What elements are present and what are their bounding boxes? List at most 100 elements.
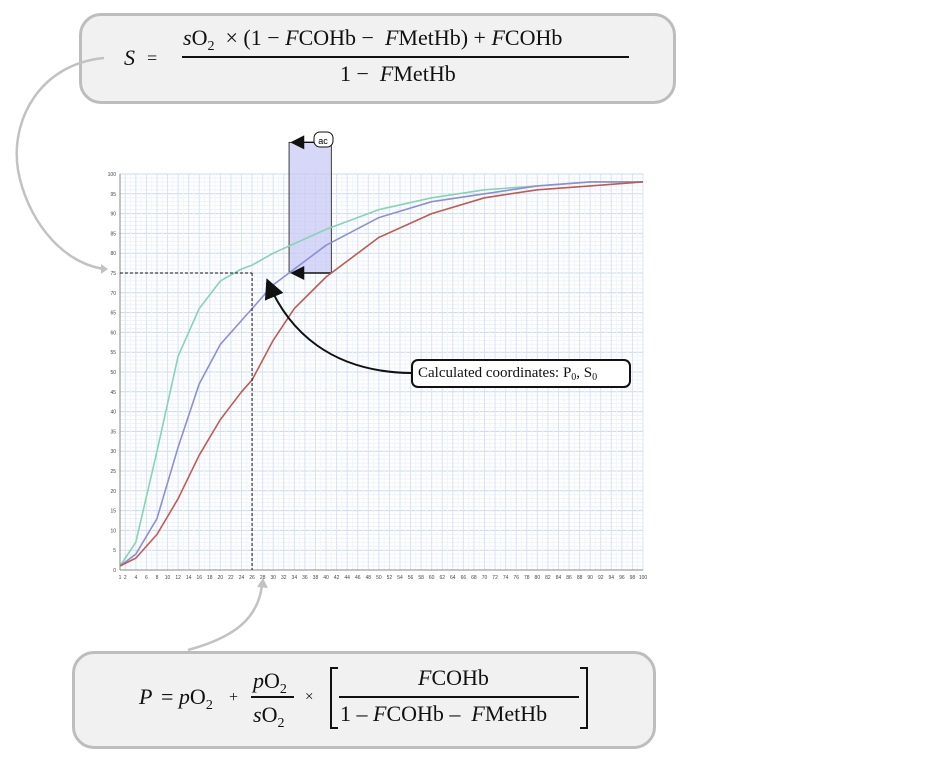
x-tick-label: 52 [387, 575, 393, 581]
x-tick-label: 68 [471, 575, 477, 581]
x-tick-label: 26 [249, 575, 255, 581]
x-tick-label: 58 [418, 575, 424, 581]
left-bracket [330, 667, 338, 729]
po2-fraction-bar [251, 696, 294, 698]
x-tick-label: 62 [439, 575, 445, 581]
x-tick-label: 18 [207, 575, 213, 581]
y-tick-label: 90 [110, 212, 116, 218]
y-tick-label: 0 [113, 568, 116, 574]
series-lines [119, 181, 644, 567]
formula-po2: = pO2 [161, 684, 213, 713]
x-tick-label: 80 [535, 575, 541, 581]
y-tick-label: 70 [110, 291, 116, 297]
y-tick-label: 100 [108, 172, 117, 178]
x-tick-label: 42 [334, 575, 340, 581]
formula-plus: + [229, 689, 239, 706]
y-tick-label: 35 [110, 429, 116, 435]
x-tick-label: 92 [598, 575, 604, 581]
x-tick-label: 22 [228, 575, 234, 581]
x-tick-label: 30 [270, 575, 276, 581]
shift-label: ac [318, 136, 328, 146]
x-tick-label: 66 [461, 575, 467, 581]
y-tick-label: 75 [110, 271, 116, 277]
x-tick-label: 36 [302, 575, 308, 581]
y-tick-label: 45 [110, 390, 116, 396]
y-tick-label: 85 [110, 231, 116, 237]
y-tick-label: 65 [110, 311, 116, 317]
y-tick-label: 60 [110, 330, 116, 336]
axes: 0 5 10 15 20 25 30 35 40 45 50 55 60 65 70 75 80 85 90 95 10… [108, 172, 648, 581]
y-tick-label: 5 [113, 548, 116, 554]
x-tick-label: 76 [513, 575, 519, 581]
saturation-formula-box [79, 13, 676, 104]
x-tick-label: 74 [503, 575, 509, 581]
right-bracket [580, 667, 588, 729]
bottom-connector [187, 584, 264, 652]
y-tick-label: 50 [110, 370, 116, 376]
x-tick-label: 64 [450, 575, 456, 581]
guide-lines [120, 272, 412, 570]
y-tick-label: 80 [110, 251, 116, 257]
y-tick-label: 25 [110, 469, 116, 475]
x-tick-label: 72 [492, 575, 498, 581]
x-tick-label: 46 [355, 575, 361, 581]
y-tick-label: 20 [110, 489, 116, 495]
x-tick-label: 78 [524, 575, 530, 581]
x-tick-label: 44 [344, 575, 350, 581]
x-tick-label: 60 [429, 575, 435, 581]
x-tick-label: 96 [619, 575, 625, 581]
x-tick-label: 38 [313, 575, 319, 581]
calculated-coordinates-label: Calculated coordinates: P0, S0 [411, 359, 631, 388]
x-tick-label: 48 [366, 575, 372, 581]
x-tick-label: 34 [292, 575, 298, 581]
x-tick-label: 84 [556, 575, 562, 581]
formula-p-symbol: P [139, 684, 153, 709]
y-tick-label: 15 [110, 509, 116, 515]
x-tick-label: 32 [281, 575, 287, 581]
bracket-numerator: FCOHb [418, 665, 489, 690]
x-tick-label: 82 [545, 575, 551, 581]
shift-label-bubble [313, 131, 334, 148]
x-tick-label: 50 [376, 575, 382, 581]
y-tick-label: 95 [110, 192, 116, 198]
x-tick-label: 20 [218, 575, 224, 581]
series-line-green [119, 181, 643, 567]
shift-rect [288, 141, 332, 274]
x-tick-label: 6 [145, 575, 148, 581]
x-tick-label: 8 [156, 575, 159, 581]
x-tick-label: 2 [124, 575, 127, 581]
x-tick-label: 100 [639, 575, 648, 581]
annotation-arrow [264, 278, 412, 374]
x-tick-label: 94 [609, 575, 615, 581]
bracket-denominator: 1 – FCOHb – FMetHb [340, 701, 548, 726]
x-tick-label: 14 [186, 575, 192, 581]
y-tick-label: 10 [110, 528, 116, 534]
y-tick-label: 30 [110, 449, 116, 455]
connector-curves [15, 56, 268, 652]
series-line-blue [119, 181, 643, 567]
formula-equals: = [147, 48, 158, 68]
formula-numerator: sO2 × (1 − FCOHb − FMetHb) + FCOHb [183, 25, 563, 54]
x-tick-label: 24 [239, 575, 245, 581]
series-line-red [119, 181, 644, 567]
partial-pressure-formula-box [72, 651, 656, 749]
fraction-bar [182, 56, 629, 58]
shift-region [288, 131, 334, 280]
x-tick-label: 86 [566, 575, 572, 581]
x-tick-label: 88 [577, 575, 583, 581]
x-tick-label: 40 [323, 575, 329, 581]
top-connector [15, 56, 105, 271]
x-tick-label: 98 [630, 575, 636, 581]
bottom-connector-head [257, 578, 268, 588]
x-tick-label: 4 [134, 575, 137, 581]
x-tick-label: 90 [587, 575, 593, 581]
top-connector-head [101, 264, 108, 274]
x-tick-label: 70 [482, 575, 488, 581]
x-tick-label: 10 [165, 575, 171, 581]
x-tick-label: 1 [119, 575, 122, 581]
y-tick-label: 40 [110, 410, 116, 416]
po2-numerator: pO2 [253, 668, 287, 697]
x-tick-label: 54 [397, 575, 403, 581]
x-tick-label: 56 [408, 575, 414, 581]
